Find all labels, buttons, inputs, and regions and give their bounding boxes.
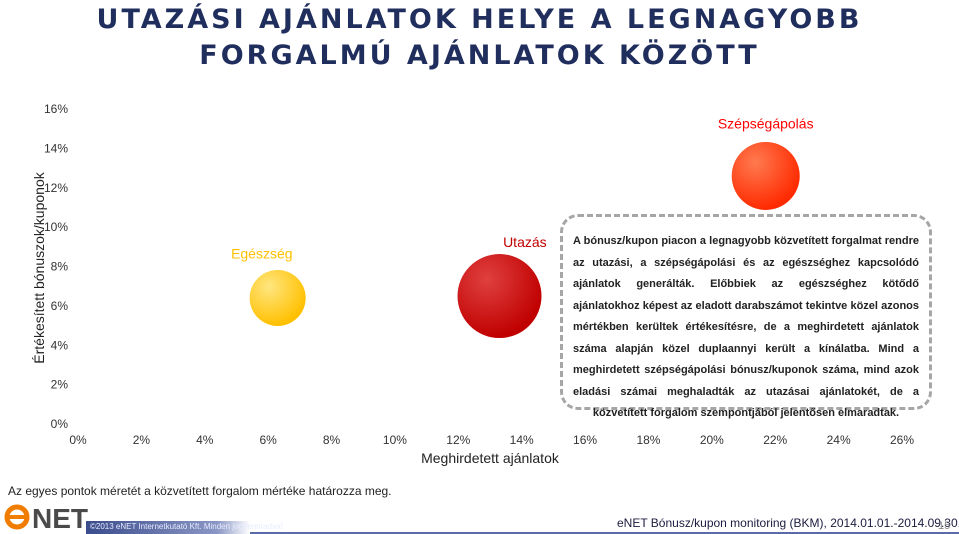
x-tick-label: 14% bbox=[510, 433, 534, 447]
x-tick-label: 20% bbox=[700, 433, 724, 447]
x-tick-label: 22% bbox=[763, 433, 787, 447]
bubbles bbox=[249, 141, 800, 339]
x-tick-label: 16% bbox=[573, 433, 597, 447]
copyright-text: ©2013 eNET Internetkutató Kft. Minden jo… bbox=[90, 522, 283, 531]
annotation-text: A bónusz/kupon piacon a legnagyobb közve… bbox=[573, 235, 919, 419]
page-number: 15 bbox=[938, 520, 951, 532]
y-tick-label: 8% bbox=[51, 260, 69, 274]
bubble bbox=[731, 141, 800, 210]
x-axis-title: Meghirdetett ajánlatok bbox=[421, 450, 560, 466]
y-tick-label: 10% bbox=[44, 220, 68, 234]
enet-logo: NET bbox=[4, 503, 88, 532]
x-tick-label: 10% bbox=[383, 433, 407, 447]
page-title-line-2: FORGALMÚ AJÁNLATOK KÖZÖTT bbox=[199, 40, 760, 71]
y-tick-label: 0% bbox=[51, 417, 69, 431]
y-tick-label: 16% bbox=[44, 102, 68, 116]
page-title-line-1: UTAZÁSI AJÁNLATOK HELYE A LEGNAGYOBB bbox=[96, 4, 863, 35]
x-tick-label: 12% bbox=[446, 433, 470, 447]
y-tick-label: 12% bbox=[44, 181, 68, 195]
x-tick-label: 0% bbox=[69, 433, 87, 447]
x-tick-label: 24% bbox=[827, 433, 851, 447]
svg-text:NET: NET bbox=[32, 503, 88, 532]
y-tick-label: 2% bbox=[51, 378, 69, 392]
x-tick-label: 6% bbox=[259, 433, 277, 447]
y-tick-label: 4% bbox=[51, 338, 69, 352]
x-tick-label: 2% bbox=[133, 433, 151, 447]
bubble bbox=[457, 254, 542, 339]
y-axis-title: Értékesített bónuszok/kuponok bbox=[31, 171, 47, 363]
x-tick-label: 18% bbox=[636, 433, 660, 447]
bubble-label: Szépségápolás bbox=[718, 116, 814, 132]
x-axis-ticks: 0% 2% 4% 6% 8% 10% 12% 14% 16% 18% 20% 22% 24% 26% bbox=[69, 433, 914, 447]
y-tick-label: 14% bbox=[44, 141, 68, 155]
footer-source: eNET Bónusz/kupon monitoring (BKM), 2014… bbox=[617, 516, 959, 530]
bubble bbox=[249, 270, 306, 326]
footer-bar bbox=[250, 532, 959, 534]
x-tick-label: 26% bbox=[890, 433, 914, 447]
footnote: Az egyes pontok méretét a közvetített fo… bbox=[8, 484, 392, 498]
bubble-label: Utazás bbox=[503, 234, 547, 250]
bubble-label: Egészség bbox=[231, 246, 292, 262]
y-axis-ticks: 0% 2% 4% 6% 8% 10% 12% 14% 16% bbox=[44, 102, 68, 431]
bubble-chart: Értékesített bónuszok/kuponok Meghirdete… bbox=[31, 102, 914, 466]
annotation-box: A bónusz/kupon piacon a legnagyobb közve… bbox=[560, 214, 932, 419]
copyright-strip bbox=[86, 521, 250, 534]
bubble-labels: Egészség Utazás Szépségápolás bbox=[231, 116, 814, 262]
y-tick-label: 6% bbox=[51, 299, 69, 313]
x-tick-label: 4% bbox=[196, 433, 214, 447]
x-tick-label: 8% bbox=[323, 433, 341, 447]
